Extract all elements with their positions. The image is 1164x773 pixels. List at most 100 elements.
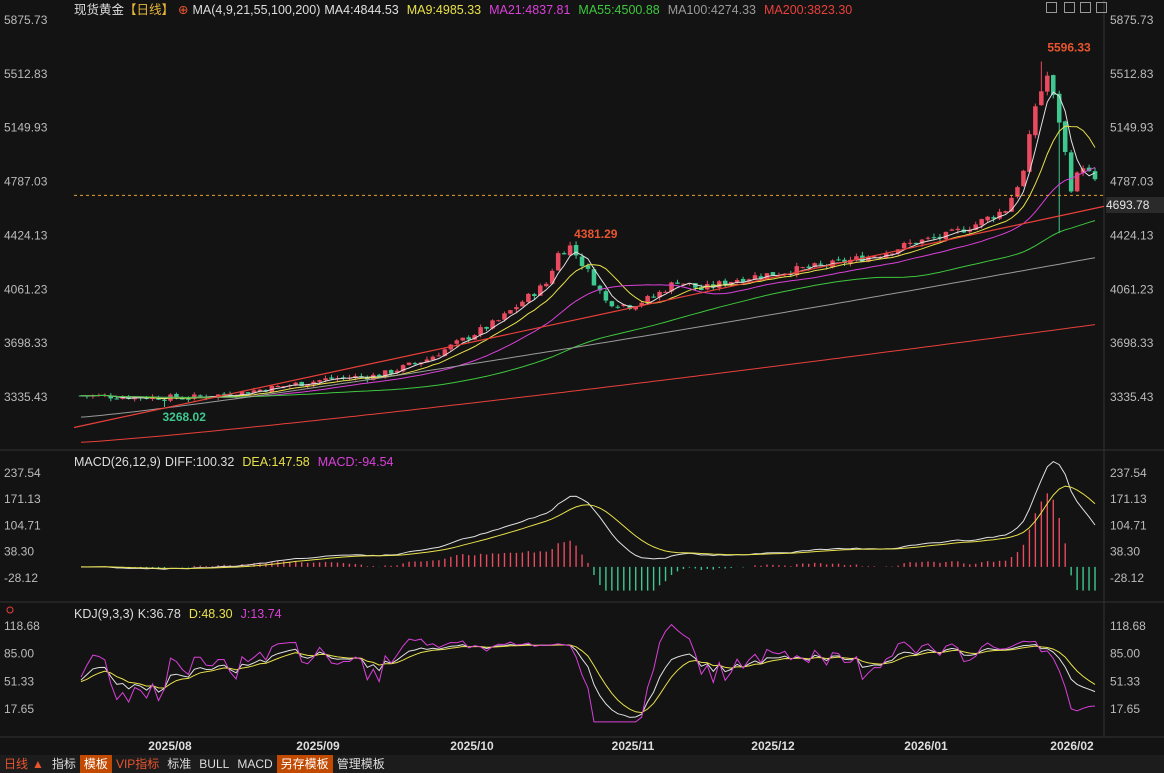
macd-tick-right-0: 237.54 — [1110, 466, 1147, 480]
ma-params: MA(4,9,21,55,100,200) — [192, 3, 321, 17]
tab-vip-indicator[interactable]: VIP指标 — [115, 757, 160, 771]
candle-body — [746, 279, 752, 282]
candle-body — [555, 253, 561, 271]
tab-macd[interactable]: MACD — [237, 757, 273, 771]
period-selector[interactable]: 日线 — [4, 757, 29, 771]
tab-indicator[interactable]: 指标 — [51, 757, 76, 771]
candle-body — [681, 283, 686, 285]
candle-body — [1039, 91, 1044, 106]
annotation-high: 5596.33 — [1047, 40, 1091, 54]
candle-body — [1092, 171, 1098, 180]
price-tick-right-7: 3335.43 — [1110, 390, 1154, 404]
price-tick-right-1: 5512.83 — [1110, 67, 1154, 81]
candle-body — [532, 294, 537, 296]
macd-diff-line — [80, 461, 1096, 570]
candle-body — [311, 381, 316, 385]
x-tick-4: 2025/12 — [751, 739, 795, 753]
restore-icon[interactable] — [1080, 2, 1091, 13]
candle-body — [669, 282, 674, 292]
close-icon[interactable] — [1096, 2, 1107, 13]
tab-standard[interactable]: 标准 — [167, 757, 192, 771]
tab-manage-template[interactable]: 管理模板 — [336, 757, 385, 771]
candle-body — [484, 326, 489, 329]
ma-line-21 — [80, 167, 1096, 399]
candle-body — [1050, 75, 1056, 95]
kdj-label: KDJ(9,3,3) — [74, 607, 134, 621]
candle-body — [1021, 170, 1026, 187]
candle-body — [180, 398, 185, 400]
candle-body — [478, 327, 483, 335]
ma-value-2: MA21:4837.81 — [489, 3, 571, 17]
kdj-tick-left-0: 118.68 — [4, 619, 40, 633]
tab-save-template[interactable]: 另存模板 — [276, 755, 333, 773]
candle-body — [514, 307, 519, 310]
candle-body — [818, 263, 823, 265]
candle-body — [842, 259, 847, 263]
kdj-j: J:13.74 — [240, 607, 282, 621]
price-tick-right-0: 5875.73 — [1110, 13, 1154, 27]
kdj-tick-right-0: 118.68 — [1110, 619, 1146, 633]
ma-value-3: MA55:4500.88 — [578, 3, 660, 17]
candle-body — [901, 243, 907, 249]
annotation-low: 3268.02 — [162, 410, 206, 424]
period-arrow-icon[interactable]: ▲ — [32, 757, 44, 771]
candle-body — [872, 256, 877, 258]
tab-bull[interactable]: BULL — [199, 757, 230, 771]
candle-body — [281, 386, 287, 388]
candle-body — [997, 211, 1002, 219]
candle-body — [1068, 152, 1074, 192]
candle-body — [388, 370, 394, 374]
price-tick-right-4: 4424.13 — [1110, 228, 1154, 242]
candle-body — [382, 370, 388, 378]
tab-template[interactable]: 模板 — [79, 755, 112, 773]
macd-tick-right-4: -28.12 — [1110, 571, 1144, 585]
price-tick-right-5: 4061.23 — [1110, 282, 1154, 296]
candle-body — [621, 304, 627, 307]
candle-body — [436, 355, 442, 357]
kdj-d: D:48.30 — [188, 607, 233, 621]
kdj-k-line — [80, 643, 1096, 718]
candle-body — [1074, 172, 1080, 192]
candle-body — [549, 270, 555, 284]
macd-tick-left-1: 171.13 — [4, 492, 41, 506]
x-tick-0: 2025/08 — [148, 739, 192, 753]
candle-body — [878, 256, 883, 258]
candle-body — [758, 276, 764, 279]
candle-body — [794, 266, 800, 276]
kdj-tick-right-1: 85.00 — [1110, 647, 1140, 661]
candle-body — [740, 278, 746, 283]
candle-body — [466, 337, 471, 340]
candle-body — [913, 242, 919, 245]
candle-body — [752, 275, 758, 280]
candle-body — [192, 394, 197, 399]
candle-body — [412, 363, 418, 365]
ma-values: MA4:4844.53 MA9:4985.33 MA21:4837.81 MA55:4… — [324, 3, 860, 17]
candle-body — [800, 267, 806, 269]
candle-body — [985, 216, 990, 221]
candle-body — [508, 310, 513, 314]
candle-body — [245, 392, 251, 394]
macd-value: MACD:-94.54 — [317, 455, 394, 469]
candle-body — [108, 395, 114, 399]
candle-body — [460, 337, 466, 341]
candle-body — [585, 265, 591, 269]
candle-body — [1045, 75, 1050, 92]
layout-icon[interactable] — [1064, 2, 1075, 13]
candle-body — [430, 356, 436, 361]
kdj-marker-icon — [6, 606, 14, 614]
expand-icon[interactable] — [1046, 2, 1057, 13]
ma-line-200 — [80, 324, 1096, 443]
kdj-k: K:36.78 — [137, 607, 181, 621]
candle-body — [317, 380, 322, 382]
candle-body — [251, 390, 257, 394]
candle-body — [1027, 134, 1032, 172]
candle-body — [657, 291, 662, 298]
price-tick-left-2: 5149.93 — [4, 121, 48, 135]
candle-body — [215, 394, 221, 398]
settings-icon[interactable]: ⊕ — [178, 3, 189, 17]
candle-body — [663, 291, 668, 293]
candle-body — [526, 293, 531, 303]
candle-body — [919, 239, 925, 244]
